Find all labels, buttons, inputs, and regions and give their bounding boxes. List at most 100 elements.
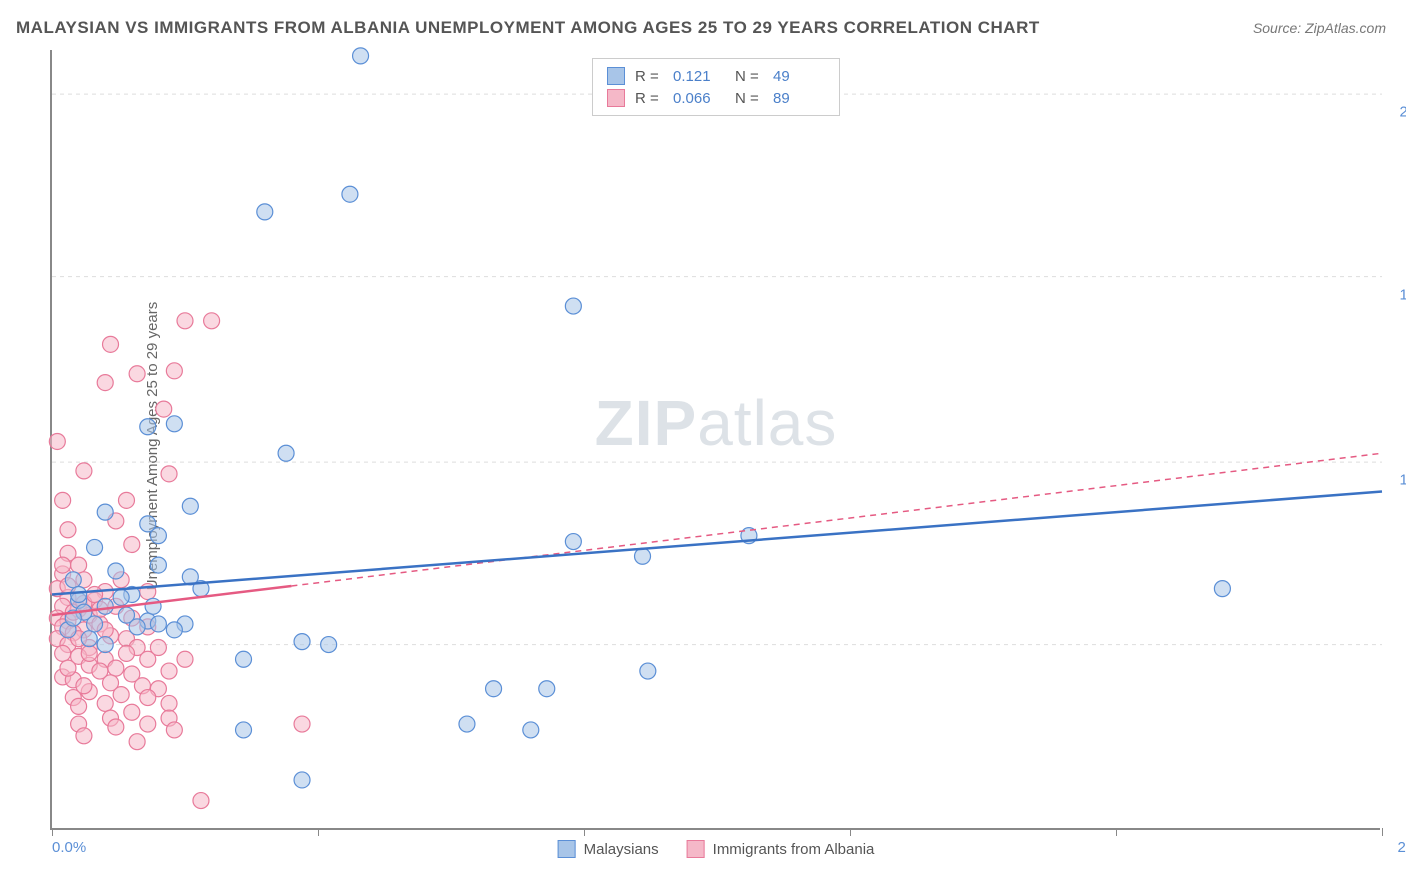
scatter-point bbox=[71, 557, 87, 573]
scatter-point bbox=[87, 616, 103, 632]
scatter-point bbox=[108, 563, 124, 579]
n-label: N = bbox=[735, 90, 763, 107]
scatter-point bbox=[294, 716, 310, 732]
scatter-point bbox=[76, 678, 92, 694]
scatter-point bbox=[55, 645, 71, 661]
scatter-point bbox=[118, 492, 134, 508]
legend-item-1: Malaysians bbox=[558, 840, 659, 858]
scatter-point bbox=[124, 704, 140, 720]
scatter-point bbox=[97, 695, 113, 711]
scatter-point bbox=[97, 598, 113, 614]
scatter-point bbox=[150, 557, 166, 573]
x-tick-max: 25.0% bbox=[1397, 839, 1406, 856]
scatter-point bbox=[60, 522, 76, 538]
scatter-point bbox=[257, 204, 273, 220]
scatter-point bbox=[118, 645, 134, 661]
n-value-2: 89 bbox=[773, 90, 825, 107]
scatter-point bbox=[76, 728, 92, 744]
swatch-series-1-bottom bbox=[558, 840, 576, 858]
scatter-point bbox=[640, 663, 656, 679]
scatter-point bbox=[129, 619, 145, 635]
x-tick bbox=[1382, 828, 1383, 836]
scatter-point bbox=[60, 660, 76, 676]
series-2-label: Immigrants from Albania bbox=[713, 841, 875, 858]
scatter-point bbox=[204, 313, 220, 329]
scatter-point bbox=[55, 492, 71, 508]
chart-title: MALAYSIAN VS IMMIGRANTS FROM ALBANIA UNE… bbox=[16, 18, 1040, 38]
y-tick-label: 25.0% bbox=[1399, 104, 1406, 121]
scatter-point bbox=[145, 598, 161, 614]
scatter-point bbox=[87, 539, 103, 555]
source-attribution: Source: ZipAtlas.com bbox=[1253, 20, 1386, 36]
x-tick bbox=[318, 828, 319, 836]
scatter-point bbox=[161, 695, 177, 711]
scatter-point bbox=[113, 687, 129, 703]
swatch-series-2-bottom bbox=[687, 840, 705, 858]
scatter-point bbox=[565, 534, 581, 550]
scatter-point bbox=[166, 622, 182, 638]
scatter-point bbox=[294, 634, 310, 650]
scatter-point bbox=[236, 722, 252, 738]
correlation-row-1: R = 0.121 N = 49 bbox=[607, 65, 825, 87]
n-value-1: 49 bbox=[773, 68, 825, 85]
scatter-point bbox=[177, 651, 193, 667]
scatter-point bbox=[182, 498, 198, 514]
scatter-point bbox=[166, 416, 182, 432]
scatter-point bbox=[97, 375, 113, 391]
scatter-point bbox=[321, 637, 337, 653]
scatter-point bbox=[161, 663, 177, 679]
x-tick-min: 0.0% bbox=[52, 839, 86, 856]
scatter-point bbox=[124, 536, 140, 552]
x-tick bbox=[584, 828, 585, 836]
x-tick bbox=[1116, 828, 1117, 836]
scatter-point bbox=[97, 637, 113, 653]
scatter-point bbox=[113, 589, 129, 605]
series-1-label: Malaysians bbox=[584, 841, 659, 858]
scatter-point bbox=[565, 298, 581, 314]
scatter-point bbox=[342, 186, 358, 202]
plot-area: ZIPatlas R = 0.121 N = 49 R = 0.066 N = … bbox=[50, 50, 1380, 830]
scatter-point bbox=[150, 528, 166, 544]
scatter-point bbox=[635, 548, 651, 564]
scatter-point bbox=[236, 651, 252, 667]
scatter-point bbox=[353, 48, 369, 64]
chart-container: MALAYSIAN VS IMMIGRANTS FROM ALBANIA UNE… bbox=[0, 0, 1406, 892]
r-value-1: 0.121 bbox=[673, 68, 725, 85]
r-label: R = bbox=[635, 68, 663, 85]
y-tick-label: 12.5% bbox=[1399, 472, 1406, 489]
y-tick-label: 18.8% bbox=[1399, 286, 1406, 303]
scatter-point bbox=[140, 419, 156, 435]
scatter-point bbox=[108, 719, 124, 735]
scatter-point bbox=[76, 463, 92, 479]
scatter-point bbox=[55, 557, 71, 573]
scatter-point bbox=[539, 681, 555, 697]
plot-svg bbox=[52, 50, 1380, 828]
scatter-point bbox=[49, 433, 65, 449]
scatter-point bbox=[71, 698, 87, 714]
swatch-series-1 bbox=[607, 67, 625, 85]
scatter-point bbox=[278, 445, 294, 461]
scatter-point bbox=[129, 734, 145, 750]
x-tick bbox=[850, 828, 851, 836]
scatter-point bbox=[140, 651, 156, 667]
scatter-point bbox=[71, 587, 87, 603]
scatter-point bbox=[486, 681, 502, 697]
correlation-row-2: R = 0.066 N = 89 bbox=[607, 87, 825, 109]
n-label: N = bbox=[735, 68, 763, 85]
scatter-point bbox=[103, 336, 119, 352]
scatter-point bbox=[1214, 581, 1230, 597]
scatter-point bbox=[177, 313, 193, 329]
r-label: R = bbox=[635, 90, 663, 107]
swatch-series-2 bbox=[607, 89, 625, 107]
correlation-legend: R = 0.121 N = 49 R = 0.066 N = 89 bbox=[592, 58, 840, 116]
scatter-point bbox=[193, 793, 209, 809]
scatter-point bbox=[129, 366, 145, 382]
scatter-point bbox=[150, 616, 166, 632]
x-tick bbox=[52, 828, 53, 836]
series-legend: Malaysians Immigrants from Albania bbox=[558, 840, 875, 858]
scatter-point bbox=[523, 722, 539, 738]
scatter-point bbox=[161, 466, 177, 482]
scatter-point bbox=[81, 645, 97, 661]
scatter-point bbox=[166, 363, 182, 379]
r-value-2: 0.066 bbox=[673, 90, 725, 107]
